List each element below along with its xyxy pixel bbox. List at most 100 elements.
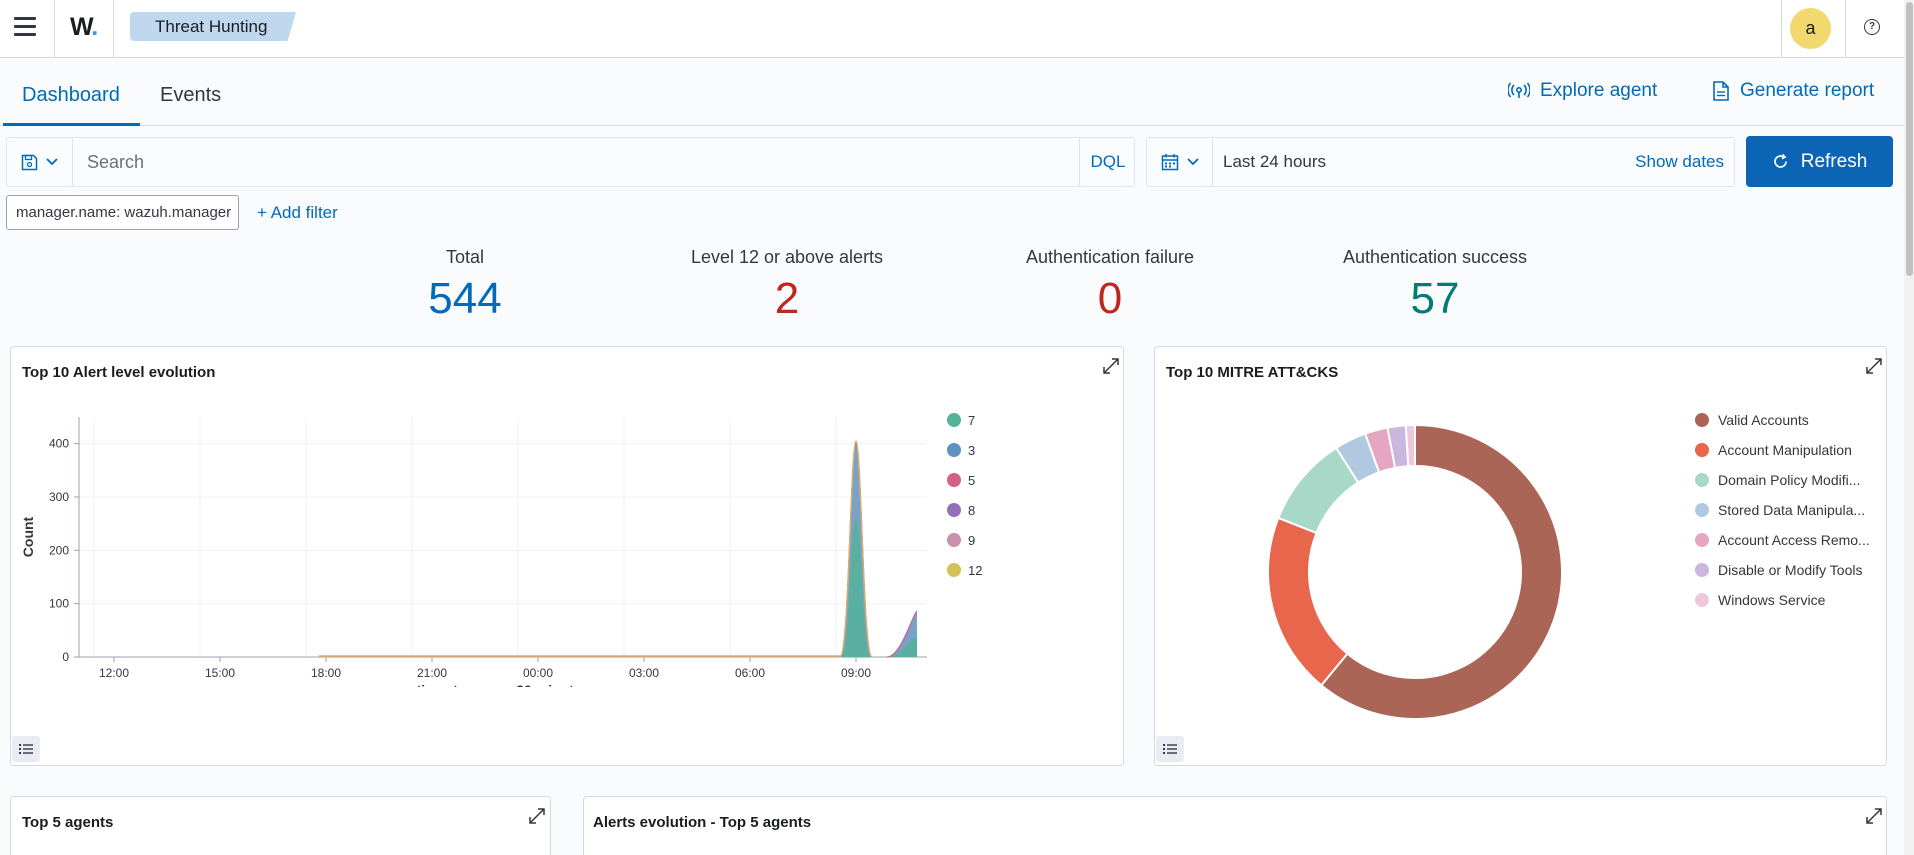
stat-value: 0 bbox=[1097, 274, 1123, 323]
legend-label: Windows Service bbox=[1718, 592, 1826, 608]
donut-slice-1[interactable] bbox=[1267, 516, 1349, 687]
breadcrumb-threat-hunting[interactable]: Threat Hunting bbox=[130, 12, 296, 41]
divider bbox=[1781, 0, 1782, 57]
tab-events[interactable]: Events bbox=[160, 84, 222, 106]
legend-toggle-button[interactable] bbox=[1156, 736, 1184, 762]
legend-item-6[interactable]: Windows Service bbox=[1695, 592, 1825, 608]
refresh-label: Refresh bbox=[1800, 150, 1868, 172]
expand-icon[interactable] bbox=[1865, 807, 1883, 825]
expand-icon[interactable] bbox=[1102, 357, 1120, 375]
document-icon bbox=[1713, 81, 1729, 101]
area-series-7-tail[interactable] bbox=[889, 635, 917, 657]
quick-select-button[interactable] bbox=[1147, 138, 1213, 186]
query-language-button[interactable]: DQL bbox=[1079, 138, 1136, 186]
legend-swatch bbox=[1695, 563, 1709, 577]
wazuh-logo[interactable]: W. bbox=[70, 13, 98, 41]
donut-slice-6[interactable] bbox=[1404, 423, 1416, 468]
search-input[interactable] bbox=[73, 138, 1080, 186]
stat-label: Total bbox=[445, 247, 485, 267]
legend-toggle-button[interactable] bbox=[12, 736, 40, 762]
x-tick-label: 09:00 bbox=[841, 666, 871, 680]
legend-label: Valid Accounts bbox=[1718, 412, 1809, 428]
legend-label: Account Access Remo... bbox=[1718, 532, 1870, 548]
panel-title: Alerts evolution - Top 5 agents bbox=[593, 814, 812, 831]
legend-item-2[interactable]: Domain Policy Modifi... bbox=[1695, 472, 1860, 488]
legend-label: 9 bbox=[968, 533, 975, 548]
date-picker: Last 24 hours Show dates bbox=[1146, 137, 1735, 187]
legend-item-5[interactable]: Disable or Modify Tools bbox=[1695, 562, 1862, 578]
broadcast-icon bbox=[1508, 82, 1530, 98]
expand-icon[interactable] bbox=[528, 807, 546, 825]
user-avatar[interactable]: a bbox=[1790, 8, 1831, 49]
x-tick-label: 06:00 bbox=[735, 666, 765, 680]
legend-item-8[interactable]: 8 bbox=[947, 503, 975, 518]
refresh-icon bbox=[1773, 153, 1787, 168]
show-dates-button[interactable]: Show dates bbox=[1635, 152, 1724, 171]
mitre-donut-chart bbox=[1267, 423, 1563, 720]
area-series-5-tail[interactable] bbox=[886, 610, 918, 658]
stat-level-12-alerts[interactable]: Level 12 or above alerts 2 bbox=[662, 247, 912, 324]
calendar-icon bbox=[1161, 154, 1178, 171]
explore-agent-button[interactable]: Explore agent bbox=[1508, 80, 1657, 102]
legend-item-3[interactable]: Stored Data Manipula... bbox=[1695, 502, 1865, 518]
chevron-down-icon bbox=[46, 158, 58, 166]
stat-value: 2 bbox=[774, 274, 800, 323]
save-icon bbox=[21, 154, 38, 170]
alert-level-area-chart: 0 100 200 300 400 12:00 15:00 18:00 21:00 00:00 03… bbox=[20, 413, 982, 687]
legend-label: Disable or Modify Tools bbox=[1718, 562, 1863, 578]
legend-item-7[interactable]: 7 bbox=[947, 413, 975, 428]
x-axis-title: timestamp per 30 minutes bbox=[417, 682, 590, 687]
generate-report-button[interactable]: Generate report bbox=[1712, 80, 1874, 102]
y-tick-label: 300 bbox=[49, 490, 69, 504]
donut-slice-0[interactable] bbox=[1319, 423, 1563, 720]
stat-label: Level 12 or above alerts bbox=[690, 247, 884, 267]
area-series-12[interactable] bbox=[839, 440, 873, 658]
y-tick-label: 400 bbox=[49, 437, 69, 451]
legend-label: 8 bbox=[968, 503, 975, 518]
legend-swatch bbox=[1695, 593, 1709, 607]
scrollbar-track[interactable] bbox=[1904, 0, 1914, 855]
legend-label: 7 bbox=[968, 413, 975, 428]
stat-authentication-success[interactable]: Authentication success 57 bbox=[1320, 247, 1550, 324]
y-tick-label: 200 bbox=[49, 543, 69, 557]
top-header: W. Threat Hunting a ? bbox=[0, 0, 1904, 58]
legend-item-12[interactable]: 12 bbox=[947, 563, 982, 578]
help-icon[interactable]: ? bbox=[1864, 19, 1880, 35]
stat-authentication-failure[interactable]: Authentication failure 0 bbox=[1000, 247, 1220, 324]
legend-item-0[interactable]: Valid Accounts bbox=[1695, 412, 1809, 428]
panel-title: Top 5 agents bbox=[22, 814, 114, 831]
scrollbar-thumb[interactable] bbox=[1906, 2, 1913, 276]
tab-dashboard[interactable]: Dashboard bbox=[22, 84, 120, 106]
panel-title: Top 10 MITRE ATT&CKS bbox=[1166, 364, 1339, 381]
divider bbox=[54, 0, 55, 57]
legend-item-1[interactable]: Account Manipulation bbox=[1695, 442, 1852, 458]
panel-mitre-attacks: Top 10 MITRE ATT&CKS Valid Accounts Accou… bbox=[1154, 346, 1887, 766]
filter-pill-manager-name[interactable]: manager.name: wazuh.manager bbox=[6, 195, 239, 230]
legend-swatch bbox=[1695, 413, 1709, 427]
legend-label: Domain Policy Modifi... bbox=[1718, 472, 1861, 488]
expand-icon[interactable] bbox=[1865, 357, 1883, 375]
divider bbox=[1845, 0, 1846, 57]
area-series-7[interactable] bbox=[841, 520, 871, 658]
legend-label: 12 bbox=[968, 563, 982, 578]
panel-alert-level-evolution: Top 10 Alert level evolution 0 100 200 300 4… bbox=[10, 346, 1124, 766]
date-range-label[interactable]: Last 24 hours bbox=[1223, 152, 1327, 171]
legend-item-9[interactable]: 9 bbox=[947, 533, 975, 548]
legend-item-3[interactable]: 3 bbox=[947, 443, 975, 458]
legend-swatch bbox=[947, 473, 961, 487]
add-filter-button[interactable]: + Add filter bbox=[257, 203, 338, 222]
menu-icon[interactable] bbox=[14, 17, 36, 37]
legend-label: Account Manipulation bbox=[1718, 442, 1852, 458]
legend-swatch bbox=[1695, 473, 1709, 487]
legend-label: Stored Data Manipula... bbox=[1718, 502, 1866, 518]
stat-total[interactable]: Total 544 bbox=[385, 247, 545, 324]
saved-queries-button[interactable] bbox=[7, 138, 73, 186]
legend-label: 3 bbox=[968, 443, 975, 458]
legend-swatch bbox=[1695, 503, 1709, 517]
active-tab-indicator bbox=[3, 123, 140, 126]
refresh-button[interactable]: Refresh bbox=[1746, 136, 1893, 187]
legend-item-5[interactable]: 5 bbox=[947, 473, 975, 488]
y-tick-label: 100 bbox=[49, 597, 69, 611]
legend-swatch bbox=[1695, 443, 1709, 457]
legend-item-4[interactable]: Account Access Remo... bbox=[1695, 532, 1870, 548]
